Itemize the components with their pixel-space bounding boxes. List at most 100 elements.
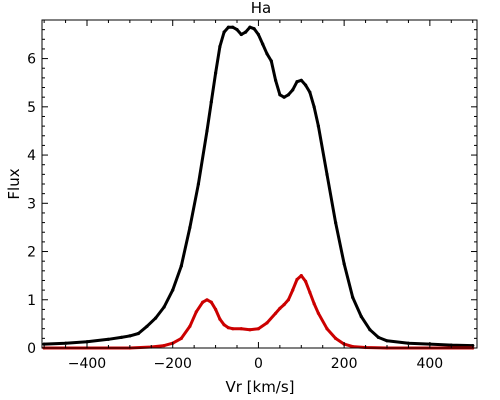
data-point [226,25,230,29]
data-point [218,44,222,49]
data-point [282,95,286,99]
data-point [188,225,192,229]
data-point [214,71,218,75]
data-point [265,321,269,325]
data-point [188,324,192,328]
data-point [239,327,243,331]
data-point [308,90,312,94]
data-point [359,315,363,319]
data-point [239,32,243,37]
data-point [308,290,312,295]
data-point [406,341,410,345]
data-point [334,221,338,225]
data-point [128,334,132,338]
data-point [334,336,338,340]
x-axis: −400 −200 0 200 400 [43,20,474,372]
series-line-0 [42,25,475,348]
y-tick-label: 2 [27,245,36,261]
data-point [316,124,320,128]
data-point [214,307,218,311]
data-point [256,32,260,37]
data-point [106,337,110,341]
data-point [274,311,278,315]
chart-title: Ha [251,0,271,17]
data-point [286,93,290,97]
data-point [265,52,269,56]
y-tick-label: 5 [27,100,36,116]
y-tick-label: 0 [27,341,36,357]
x-tick-label: 400 [416,356,443,372]
data-point [136,331,140,336]
data-point [304,279,308,283]
data-point [261,42,265,46]
x-tick-label: −200 [153,356,191,372]
plot-area [42,25,475,350]
data-point [244,30,248,34]
data-point [252,27,256,31]
data-point [351,345,355,349]
data-point [269,59,273,63]
y-tick-label: 4 [27,148,36,164]
data-point [209,100,213,104]
data-point [304,83,308,87]
data-point [162,305,166,309]
data-point [162,344,166,348]
data-point [201,300,205,304]
y-axis: 0 1 2 3 4 5 6 [27,29,477,357]
data-point [231,327,235,331]
data-point [295,80,299,84]
data-point [222,323,226,327]
data-point [194,310,198,314]
data-point [85,340,89,344]
data-point [218,317,222,321]
data-point [274,78,278,82]
data-point [299,274,303,278]
data-point [196,182,200,186]
data-point [278,306,282,310]
data-point [222,30,226,34]
data-point [291,88,295,92]
data-point [282,303,286,307]
data-point [312,105,316,109]
data-point [231,25,235,29]
data-point [64,341,68,345]
x-tick-label: −400 [68,356,106,372]
data-point [205,298,209,302]
x-tick-label: 200 [331,356,358,372]
data-point [286,298,290,302]
data-point [171,288,175,292]
data-point [316,311,320,315]
y-tick-label: 3 [27,196,36,212]
data-point [119,335,123,339]
data-point [342,262,346,266]
series-line-1 [42,274,475,350]
data-point [385,339,389,343]
data-point [42,342,46,346]
data-point [154,316,158,320]
plot-frame [41,19,478,349]
data-point [179,264,183,268]
data-point [295,277,299,282]
data-point [299,78,303,82]
data-point [248,25,252,29]
data-point [325,172,329,176]
data-point [376,335,380,339]
data-point [256,327,260,331]
data-point [145,324,149,328]
data-point [226,326,230,330]
data-point [291,288,295,292]
data-point [351,295,355,299]
x-axis-label: Vr [km/s] [225,378,294,396]
data-point [368,328,372,332]
y-axis-label: Flux [5,168,23,199]
data-point [278,93,282,97]
y-tick-label: 1 [27,293,36,309]
data-point [179,336,183,340]
data-point [248,328,252,332]
data-point [325,327,329,331]
data-point [235,28,239,32]
x-tick-label: 0 [254,356,263,372]
y-tick-label: 6 [27,52,36,68]
data-point [312,302,316,306]
